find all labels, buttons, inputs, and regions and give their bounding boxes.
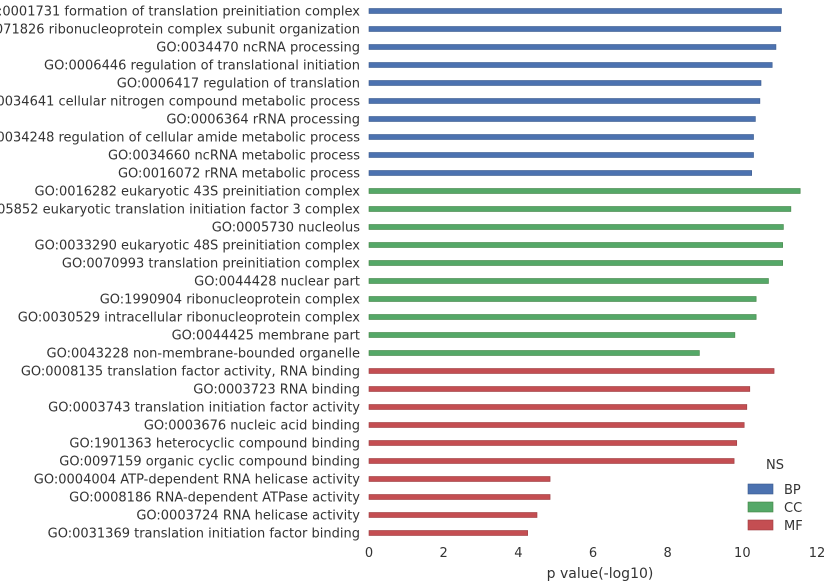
bar-bp	[368, 80, 762, 86]
bars	[368, 8, 801, 536]
x-axis-title: p value(-log10)	[547, 566, 654, 582]
bar-cc	[368, 242, 783, 248]
bar-bp	[368, 170, 752, 176]
category-label: GO:0005730 nucleolus	[212, 221, 361, 236]
category-label: GO:0005852 eukaryotic translation initia…	[0, 203, 360, 218]
x-tick-label: 0	[365, 546, 373, 561]
category-label: GO:0016282 eukaryotic 43S preinitiation …	[35, 185, 361, 200]
bar-bp	[368, 116, 756, 122]
category-label: GO:0003723 RNA binding	[193, 383, 360, 398]
legend-swatch-mf	[747, 519, 774, 531]
category-label: GO:0003743 translation initiation factor…	[48, 401, 360, 416]
bar-mf	[368, 404, 748, 410]
bar-cc	[368, 206, 792, 212]
x-tick-label: 6	[589, 546, 597, 561]
category-label: GO:0097159 organic cyclic compound bindi…	[59, 455, 360, 470]
bar-bp	[368, 62, 773, 68]
category-label: GO:0033290 eukaryotic 48S preinitiation …	[35, 239, 361, 254]
bar-bp	[368, 26, 782, 32]
category-label: GO:0006446 regulation of translational i…	[44, 59, 360, 74]
legend-title: NS	[766, 458, 784, 473]
bar-mf	[368, 422, 745, 428]
category-label: GO:0044428 nuclear part	[194, 275, 360, 290]
legend-label-mf: MF	[784, 519, 803, 534]
category-label: GO:0006364 rRNA processing	[166, 113, 360, 128]
category-label: GO:0001731 formation of translation prei…	[0, 5, 360, 20]
category-labels: GO:0001731 formation of translation prei…	[0, 5, 360, 542]
category-label: GO:0034248 regulation of cellular amide …	[0, 131, 360, 146]
category-label: GO:0071826 ribonucleoprotein complex sub…	[0, 23, 360, 38]
category-label: GO:0016072 rRNA metabolic process	[118, 167, 360, 182]
bar-mf	[368, 512, 538, 518]
category-label: GO:0008135 translation factor activity, …	[21, 365, 360, 380]
x-tick-label: 2	[440, 546, 448, 561]
bar-cc	[368, 332, 736, 338]
bar-bp	[368, 152, 754, 158]
category-label: GO:1901363 heterocyclic compound binding	[69, 437, 360, 452]
bar-cc	[368, 314, 757, 320]
bar-cc	[368, 188, 801, 194]
category-label: GO:0044425 membrane part	[172, 329, 360, 344]
bar-bp	[368, 44, 777, 50]
bar-mf	[368, 530, 528, 536]
category-label: GO:0003724 RNA helicase activity	[136, 509, 360, 524]
bar-bp	[368, 8, 782, 14]
category-label: GO:0034470 ncRNA processing	[156, 41, 360, 56]
legend-label-cc: CC	[784, 501, 802, 516]
category-label: GO:0070993 translation preinitiation com…	[62, 257, 360, 272]
category-label: GO:0031369 translation initiation factor…	[48, 527, 360, 542]
bar-cc	[368, 350, 700, 356]
legend: NS BP CC MF	[747, 458, 803, 534]
category-label: GO:0034660 ncRNA metabolic process	[108, 149, 360, 164]
category-label: GO:0006417 regulation of translation	[117, 77, 360, 92]
bar-mf	[368, 368, 775, 374]
x-tick-label: 4	[514, 546, 522, 561]
category-label: GO:0043228 non-membrane-bounded organell…	[47, 347, 361, 362]
bar-mf	[368, 458, 735, 464]
category-label: GO:0008186 RNA-dependent ATPase activity	[69, 491, 360, 506]
bar-bp	[368, 98, 761, 104]
bar-mf	[368, 386, 751, 392]
category-label: GO:0004004 ATP-dependent RNA helicase ac…	[34, 473, 361, 488]
legend-swatch-cc	[747, 501, 774, 513]
x-tick-label: 8	[664, 546, 672, 561]
bar-bp	[368, 134, 754, 140]
legend-label-bp: BP	[784, 483, 801, 498]
x-axis: 0 2 4 6 8 10 12	[365, 546, 825, 561]
bar-cc	[368, 278, 769, 284]
category-label: GO:0003676 nucleic acid binding	[144, 419, 360, 434]
bar-mf	[368, 494, 551, 500]
bar-mf	[368, 476, 551, 482]
category-label: GO:1990904 ribonucleoprotein complex	[100, 293, 361, 308]
x-tick-label: 10	[734, 546, 751, 561]
bar-cc	[368, 260, 783, 266]
bar-mf	[368, 440, 738, 446]
x-tick-label: 12	[809, 546, 826, 561]
bar-cc	[368, 224, 784, 230]
legend-swatch-bp	[747, 483, 774, 495]
category-label: GO:0034641 cellular nitrogen compound me…	[0, 95, 360, 110]
bar-cc	[368, 296, 757, 302]
category-label: GO:0030529 intracellular ribonucleoprote…	[18, 311, 361, 326]
